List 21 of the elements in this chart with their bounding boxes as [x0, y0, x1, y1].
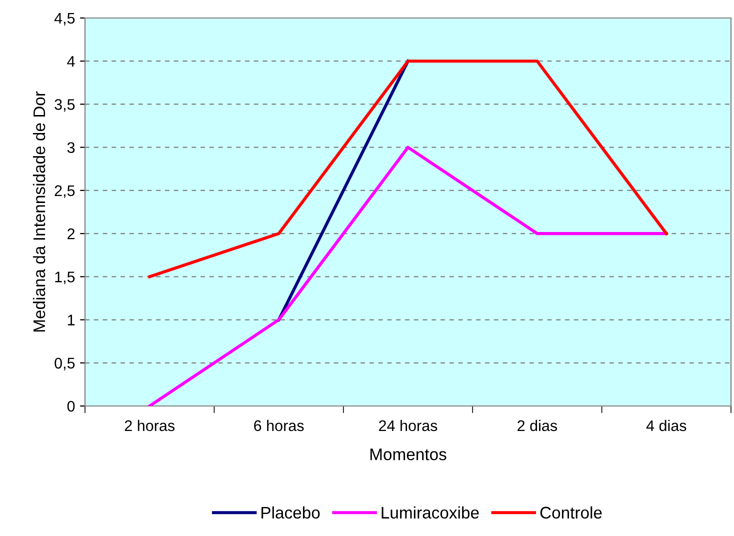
y-tick-label: 2,5 [54, 185, 75, 198]
y-tick-label: 0 [67, 400, 75, 412]
y-tick-label: 3,5 [54, 99, 75, 112]
x-tick-label: 2 horas [124, 420, 175, 432]
y-tick-label: 0,5 [54, 358, 75, 370]
x-tick-label: 24 horas [379, 420, 438, 432]
y-tick-label: 2 [68, 228, 75, 240]
y-tick-label: 1,5 [55, 272, 75, 284]
y-tick-label: 3 [67, 142, 75, 154]
legend-label: Lumiracoxibe [382, 506, 479, 519]
line-series [148, 146, 668, 406]
y-tick-label: 1 [68, 314, 75, 326]
legend-label: Placebo [262, 506, 320, 519]
x-tick-label: 2 dias [518, 420, 558, 432]
y-axis-title: Mediana da Intennsidade de Dor [32, 91, 46, 332]
y-tick-label: 4 [67, 56, 75, 67]
x-tick-label: 6 horas [254, 420, 304, 432]
y-tick-label: 4,5 [54, 13, 75, 26]
x-tick-label: 4 dias [646, 420, 686, 432]
x-axis-title: Momentos [370, 448, 446, 460]
legend-label: Controle [540, 506, 602, 519]
